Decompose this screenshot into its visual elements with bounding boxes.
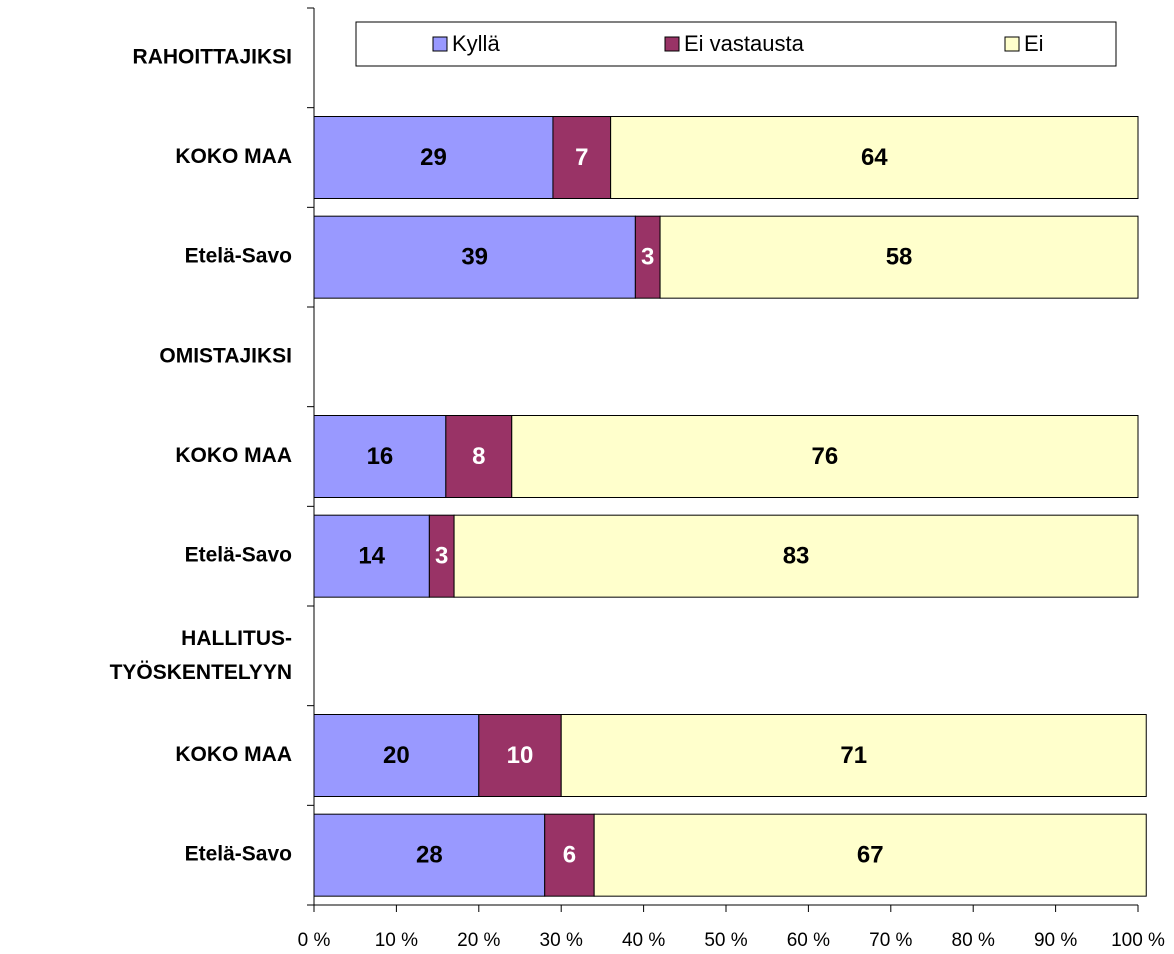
bar-segment — [445, 415, 513, 498]
x-tick-label: 90 % — [1034, 930, 1077, 951]
category-label-line: HALLITUS- — [181, 626, 292, 649]
legend-swatch — [432, 36, 448, 52]
bar-segment — [313, 116, 554, 199]
bar-segment — [313, 813, 546, 897]
x-tick-label: 40 % — [622, 930, 665, 951]
value-label: 14 — [358, 543, 385, 570]
bar-segment — [313, 215, 636, 299]
value-label: 16 — [367, 443, 394, 470]
x-tick-label: 80 % — [952, 930, 995, 951]
category-label: OMISTAJIKSI — [159, 344, 292, 367]
category-label: Etelä-Savo — [185, 245, 292, 268]
value-label: 39 — [461, 244, 488, 271]
x-tick-label: 0 % — [298, 930, 331, 951]
value-label: 67 — [857, 842, 884, 869]
legend-box — [355, 21, 1117, 67]
x-tick-label: 70 % — [869, 930, 912, 951]
bar-segment — [634, 215, 661, 299]
value-label: 3 — [641, 244, 654, 271]
bar-segment — [610, 116, 1139, 199]
value-label: 3 — [435, 543, 448, 570]
category-label: KOKO MAA — [175, 743, 292, 766]
value-label: 64 — [861, 144, 888, 171]
x-tick-label: 10 % — [375, 930, 418, 951]
bar-segment — [511, 415, 1139, 498]
value-label: 6 — [563, 842, 576, 869]
x-tick-label: 30 % — [540, 930, 583, 951]
bar-segment — [313, 714, 480, 797]
bar-segment — [552, 116, 612, 199]
value-label: 20 — [383, 742, 410, 769]
value-label: 58 — [886, 244, 913, 271]
x-tick-label: 60 % — [787, 930, 830, 951]
category-label: KOKO MAA — [175, 145, 292, 168]
category-label: Etelä-Savo — [185, 843, 292, 866]
category-label: Etelä-Savo — [185, 544, 292, 567]
category-label: RAHOITTAJIKSI — [133, 45, 292, 68]
category-label-line: TYÖSKENTELYYN — [110, 660, 292, 683]
legend-label: Ei — [1024, 31, 1044, 56]
x-tick-label: 20 % — [457, 930, 500, 951]
x-tick-label: 100 % — [1111, 930, 1165, 951]
category-label: HALLITUS- TYÖSKENTELYYN — [110, 626, 292, 683]
legend-swatch — [664, 36, 680, 52]
value-label: 71 — [840, 742, 867, 769]
legend-label: Ei vastausta — [684, 31, 805, 56]
value-label: 8 — [472, 443, 485, 470]
value-label: 76 — [812, 443, 839, 470]
legend-label: Kyllä — [452, 31, 500, 56]
value-label: 83 — [783, 543, 810, 570]
x-tick-label: 50 % — [704, 930, 747, 951]
bar-segment — [478, 714, 562, 797]
bar-segment — [593, 813, 1147, 897]
value-label: 29 — [420, 144, 447, 171]
value-label: 28 — [416, 842, 443, 869]
bar-segment — [544, 813, 595, 897]
bar-segment — [428, 514, 455, 598]
value-label: 10 — [507, 742, 534, 769]
bar-segment — [453, 514, 1139, 598]
bar-segment — [560, 714, 1147, 797]
bar-segment — [659, 215, 1139, 299]
category-label: KOKO MAA — [175, 444, 292, 467]
legend-swatch — [1004, 36, 1020, 52]
bar-segment — [313, 514, 430, 598]
value-label: 7 — [575, 144, 588, 171]
bar-segment — [313, 415, 447, 498]
